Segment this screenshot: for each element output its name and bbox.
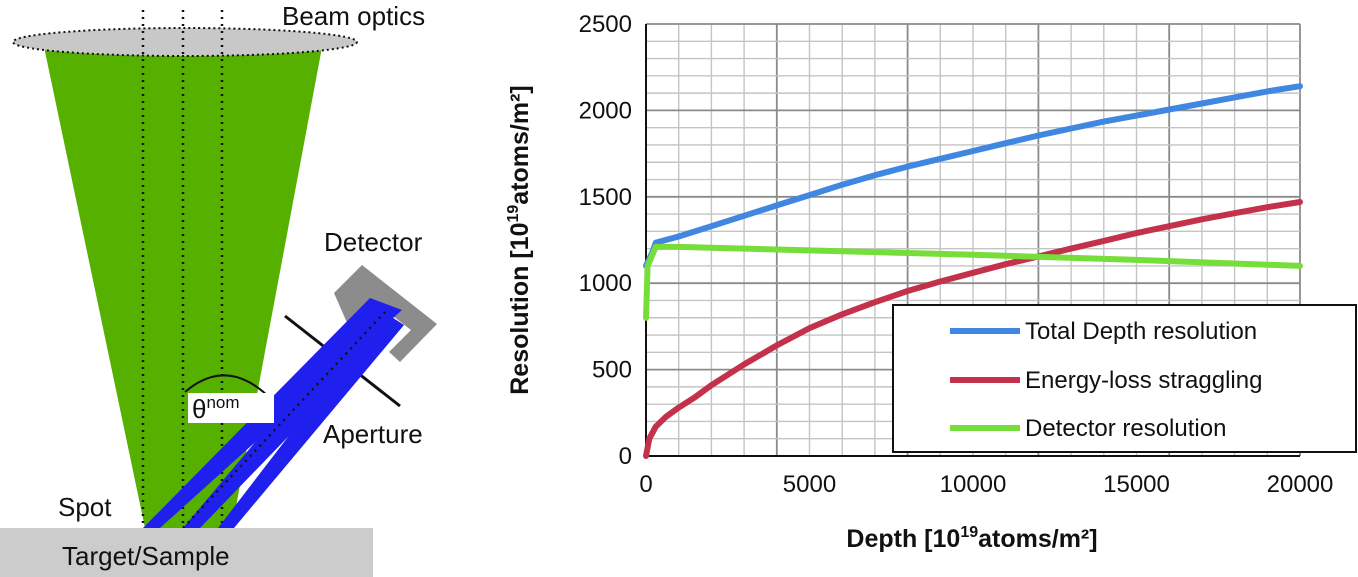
y-tick-label: 0: [619, 443, 632, 470]
resolution-depth-chart: 0 5000 10000 15000 20000 0 500 1000 1500 2000 2500…: [505, 11, 1357, 553]
series-line-total-depth-resolution: [643, 83, 1303, 269]
legend-label-detector: Detector resolution: [1025, 415, 1226, 442]
y-tick-label: 1000: [579, 270, 632, 297]
legend-label-straggling: Energy-loss straggling: [1025, 367, 1262, 394]
y-tick-label: 1500: [579, 184, 632, 211]
x-tick-label: 0: [639, 471, 652, 498]
legend-label-total: Total Depth resolution: [1025, 318, 1257, 345]
chart-tick-labels: 0 5000 10000 15000 20000 0 500 1000 1500 2000 2500: [579, 11, 1334, 498]
angle-arc: [184, 374, 273, 401]
detector-label: Detector: [324, 227, 423, 257]
experiment-geometry-diagram: θnom Beam optics Detector Aperture Spot …: [0, 1, 437, 577]
detector-body: [334, 265, 437, 362]
x-tick-label: 10000: [940, 471, 1007, 498]
y-tick-label: 2500: [579, 11, 632, 38]
angle-label: θnom: [192, 393, 240, 424]
series-line-energy-loss-straggling: [643, 199, 1303, 459]
y-tick-label: 2000: [579, 97, 632, 124]
x-tick-label: 15000: [1103, 471, 1170, 498]
detector-trajectory-line: [182, 311, 386, 529]
y-tick-label: 500: [592, 357, 632, 384]
target-sample-block: [0, 528, 373, 577]
beam-optics-label: Beam optics: [282, 1, 425, 31]
detected-beam: [218, 312, 404, 528]
y-axis-title: Resolution [1019atoms/m²]: [505, 85, 534, 395]
x-axis-title: Depth [1019atoms/m²]: [846, 524, 1097, 553]
chart-series: [643, 83, 1303, 459]
angle-label-box: [188, 393, 274, 423]
chart-legend: Total Depth resolution Energy-loss strag…: [892, 304, 1357, 453]
aperture-label: Aperture: [323, 419, 423, 449]
chart-axes: [645, 24, 1300, 457]
x-tick-label: 20000: [1267, 471, 1334, 498]
series-line-detector-resolution: [643, 243, 1303, 321]
x-tick-label: 5000: [783, 471, 836, 498]
beam-optics-lens: [12, 27, 358, 57]
spot-label: Spot: [58, 492, 112, 522]
target-label: Target/Sample: [62, 541, 230, 571]
